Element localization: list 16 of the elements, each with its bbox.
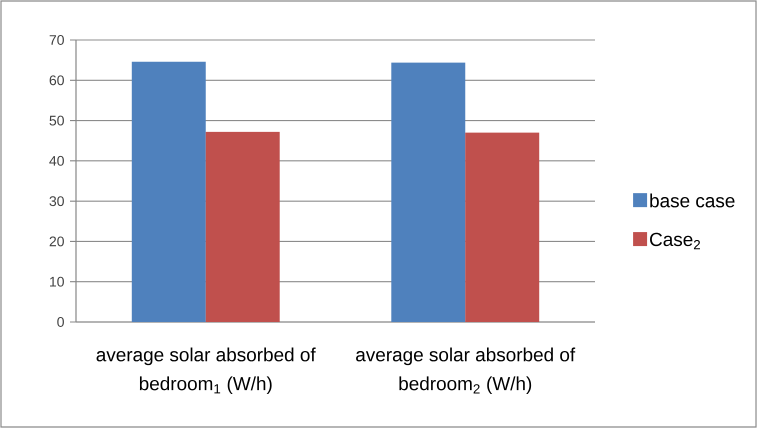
legend-label: base case [650, 194, 735, 208]
legend-label: Case$_{2}$ [650, 232, 700, 250]
x-tick-label: average solar absorbed of bedroom$_{2}$ (W/h) [356, 348, 576, 394]
bar [206, 132, 280, 322]
y-tick-label: 40 [49, 156, 64, 166]
bar [465, 132, 540, 322]
y-tick-label: 30 [49, 196, 64, 206]
x-tick-label: average solar absorbed of bedroom$_{1}$ (W/h) [96, 348, 316, 394]
y-tick-label: 10 [50, 276, 64, 287]
y-tick-label: 0 [57, 317, 64, 327]
y-tick-label: 70 [50, 35, 64, 45]
y-tick-label: 50 [50, 116, 64, 126]
y-tick-label: 20 [50, 236, 64, 246]
y-tick-label: 60 [50, 75, 64, 86]
bar [391, 62, 466, 322]
bar [132, 62, 206, 322]
